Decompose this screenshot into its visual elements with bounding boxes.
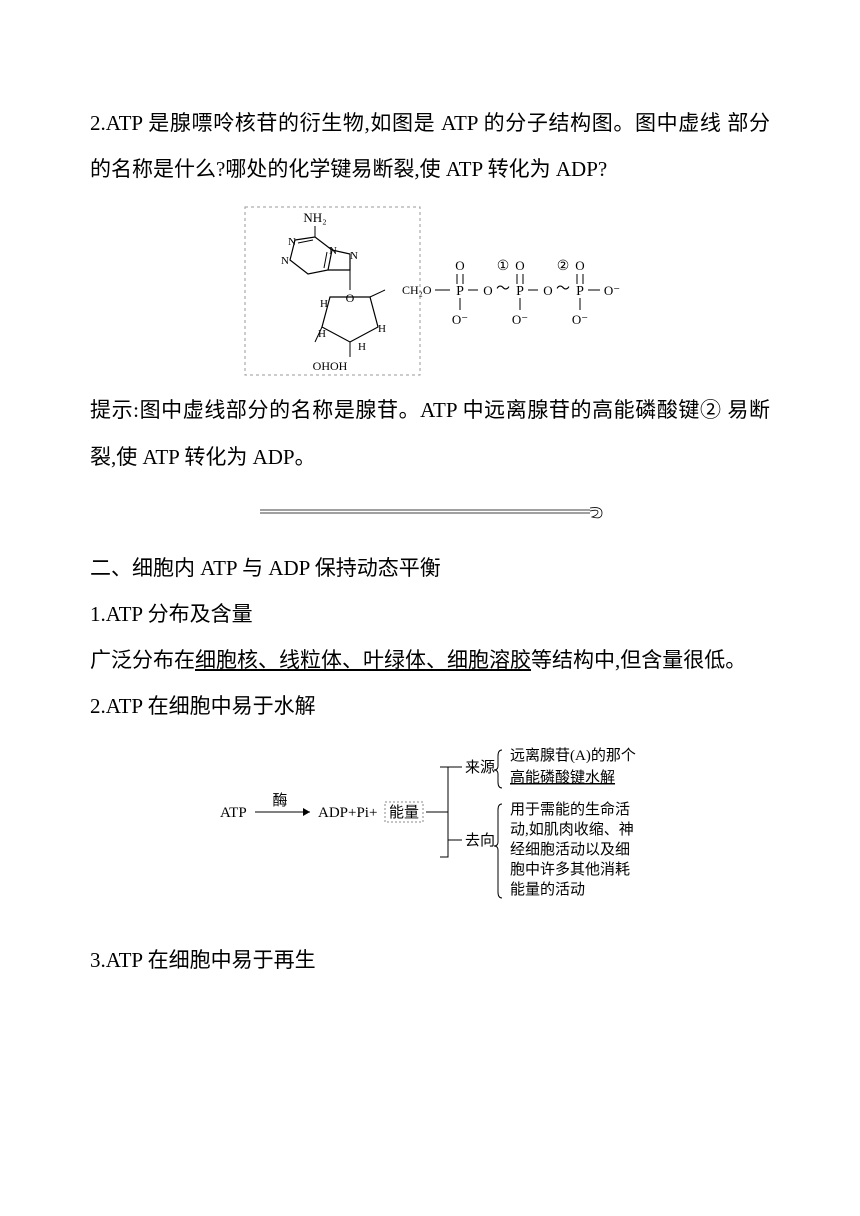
atp-label: ATP <box>220 805 247 821</box>
section-2-item-1-text: 广泛分布在细胞核、线粒体、叶绿体、细胞溶胶等结构中,但含量很低。 <box>90 637 770 683</box>
svg-text:N: N <box>350 250 358 262</box>
svg-text:O⁻: O⁻ <box>604 283 620 298</box>
svg-text:O: O <box>483 283 492 298</box>
svg-text:O⁻: O⁻ <box>572 312 588 327</box>
dest-text-2: 动,如肌肉收缩、神 <box>510 821 634 838</box>
atp-molecule-svg: NH₂ N N N N O H H H H OHOH CH₂O <box>220 202 640 377</box>
hint-text: 提示:图中虚线部分的名称是腺苷。ATP 中远离腺苷的高能磷酸键② 易断裂,使 A… <box>90 387 770 479</box>
svg-text:O: O <box>346 291 355 305</box>
svg-text:O: O <box>515 258 524 273</box>
svg-text:H: H <box>358 341 366 353</box>
section-2-heading: 二、细胞内 ATP 与 ADP 保持动态平衡 <box>90 545 770 591</box>
section-2-item-2-title: 2.ATP 在细胞中易于水解 <box>90 683 770 729</box>
nh2-label: NH₂ <box>303 210 326 225</box>
svg-text:CH₂O: CH₂O <box>402 283 432 297</box>
svg-text:P: P <box>456 284 464 299</box>
svg-text:P: P <box>576 284 584 299</box>
source-text-1: 远离腺苷(A)的那个 <box>510 747 636 764</box>
atp-structure-diagram: NH₂ N N N N O H H H H OHOH CH₂O <box>90 202 770 377</box>
adp-pi-label: ADP+Pi+ <box>318 805 377 821</box>
bond-label-1: ① <box>497 259 510 274</box>
question-2: 2.ATP 是腺嘌呤核苷的衍生物,如图是 ATP 的分子结构图。图中虚线 部分的… <box>90 100 770 192</box>
hint-line1: 提示:图中虚线部分的名称是腺苷。ATP 中远离腺苷的高能磷酸键② <box>90 398 722 422</box>
svg-text:OHOH: OHOH <box>313 359 348 373</box>
section-2-item-1-title: 1.ATP 分布及含量 <box>90 591 770 637</box>
dest-text-5: 能量的活动 <box>510 881 585 898</box>
dest-label: 去向 <box>465 832 495 849</box>
svg-text:O⁻: O⁻ <box>512 312 528 327</box>
svg-text:P: P <box>516 284 524 299</box>
svg-text:O: O <box>575 258 584 273</box>
enzyme-label: 酶 <box>272 792 287 809</box>
item1-pre: 广泛分布在 <box>90 648 195 672</box>
svg-text:N: N <box>288 236 296 248</box>
dest-text-1: 用于需能的生命活 <box>510 800 630 818</box>
dest-text-3: 经细胞活动以及细 <box>510 841 630 858</box>
svg-text:O⁻: O⁻ <box>452 312 468 327</box>
dest-text-4: 胞中许多其他消耗 <box>510 861 630 878</box>
hydrolysis-diagram: ATP 酶 ADP+Pi+ 能量 来源 远离腺苷(A)的那个 高能磷酸键水解 去… <box>90 742 770 917</box>
svg-text:H: H <box>378 323 386 335</box>
item1-post: 等结构中,但含量很低。 <box>531 648 746 672</box>
svg-text:O: O <box>455 258 464 273</box>
energy-label: 能量 <box>389 804 419 821</box>
svg-text:～: ～ <box>556 282 570 297</box>
source-label: 来源 <box>465 759 495 776</box>
item1-underlined: 细胞核、线粒体、叶绿体、细胞溶胶 <box>195 648 531 672</box>
section-2-item-3-title: 3.ATP 在细胞中易于再生 <box>90 937 770 983</box>
section-divider <box>90 500 770 525</box>
question-2-line1: 2.ATP 是腺嘌呤核苷的衍生物,如图是 ATP 的分子结构图。图中虚线 <box>90 111 721 135</box>
svg-text:O: O <box>543 283 552 298</box>
svg-text:H: H <box>320 298 328 310</box>
bond-label-2: ② <box>557 259 570 274</box>
source-text-2: 高能磷酸键水解 <box>510 769 615 786</box>
svg-text:～: ～ <box>496 282 510 297</box>
svg-text:N: N <box>281 255 289 267</box>
